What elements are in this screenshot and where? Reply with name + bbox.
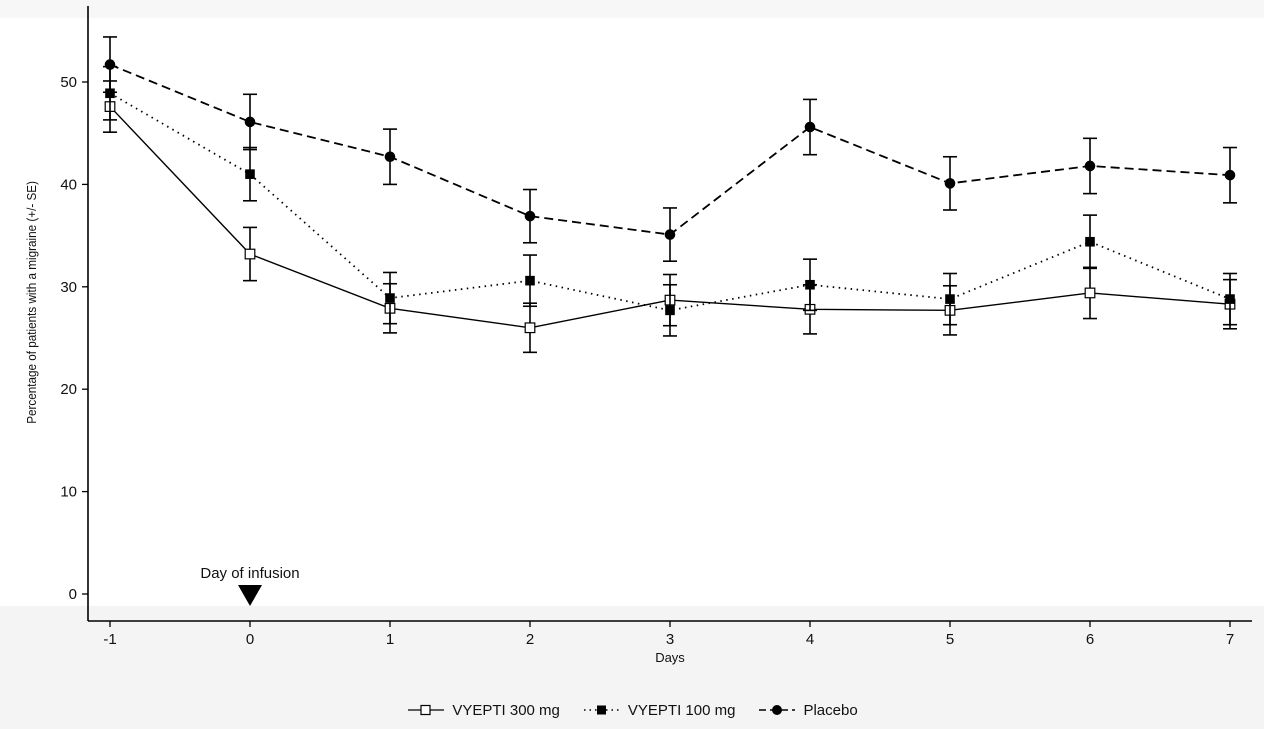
x-axis-label: Days (655, 650, 685, 665)
x-tick-label: 6 (1086, 631, 1094, 648)
data-point (804, 121, 816, 133)
data-point (805, 279, 815, 290)
x-tick-label: 5 (946, 631, 954, 648)
legend-item-vyepti-300: VYEPTI 300 mg (406, 702, 560, 719)
data-point (1224, 169, 1236, 181)
legend-symbol-open-square (408, 704, 445, 716)
x-tick-label: -1 (103, 631, 116, 648)
top-background-band (0, 0, 1264, 18)
data-point (244, 248, 256, 260)
x-tick-label: 4 (806, 631, 814, 648)
y-tick-label: 0 (69, 586, 77, 603)
legend-symbol-filled-square (583, 705, 620, 715)
data-point (385, 293, 395, 303)
data-point (244, 116, 256, 128)
data-point (665, 305, 675, 316)
data-point (384, 151, 396, 163)
x-tick-label: 1 (386, 631, 394, 648)
data-point (1085, 236, 1095, 247)
legend-item-vyepti-100: VYEPTI 100 mg (582, 701, 736, 719)
data-point (1084, 160, 1096, 172)
x-tick-label: 3 (666, 631, 674, 648)
bottom-background-band (0, 606, 1264, 729)
x-tick-label: 2 (526, 631, 534, 648)
legend-label: Placebo (803, 701, 858, 719)
data-point (524, 210, 536, 222)
annotation-label: Day of infusion (200, 565, 299, 582)
data-point (524, 322, 536, 334)
y-tick-label: 30 (60, 279, 77, 296)
data-point (105, 88, 115, 99)
data-point (1084, 287, 1096, 299)
x-tick-label: 0 (246, 631, 254, 648)
y-tick-label: 40 (60, 176, 77, 193)
legend-item-placebo: Placebo (757, 701, 858, 719)
data-point (1225, 294, 1235, 304)
legend-label: VYEPTI 100 mg (627, 701, 736, 719)
y-tick-label: 10 (60, 484, 77, 501)
data-point (945, 294, 955, 304)
data-point (525, 275, 535, 286)
y-axis-label: Percentage of patients with a migraine (… (24, 181, 39, 424)
data-point (664, 229, 676, 240)
data-point (104, 59, 116, 70)
y-tick-label: 50 (60, 74, 77, 91)
y-tick-label: 20 (60, 381, 77, 398)
legend-label: VYEPTI 300 mg (452, 701, 560, 719)
data-point (245, 169, 255, 179)
legend-symbol-filled-circle (759, 705, 796, 715)
legend: VYEPTI 300 mg VYEPTI 100 mg Placebo (0, 697, 1264, 723)
x-tick-label: 7 (1226, 631, 1234, 648)
data-point (944, 178, 956, 189)
infusion-marker (238, 585, 262, 606)
